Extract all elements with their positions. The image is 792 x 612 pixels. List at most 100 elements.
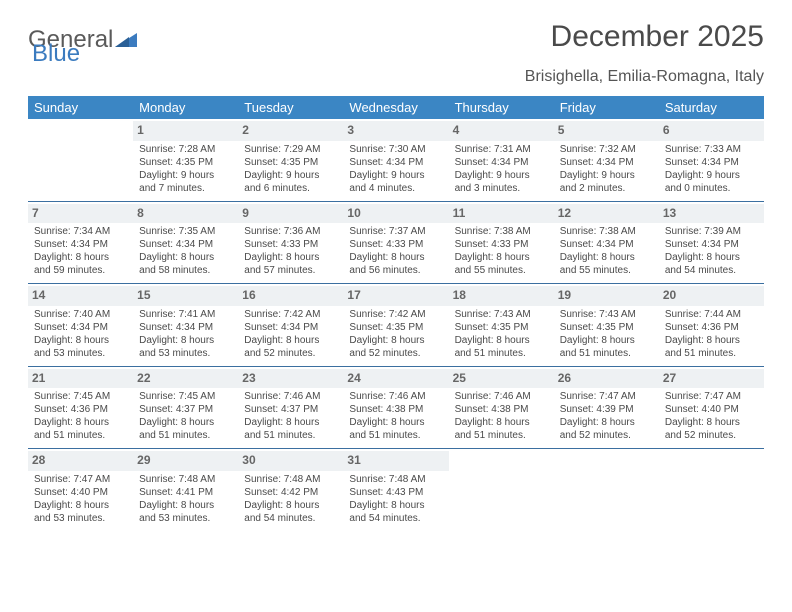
calendar-cell: 22Sunrise: 7:45 AMSunset: 4:37 PMDayligh… bbox=[133, 366, 238, 449]
sunset-line: Sunset: 4:39 PM bbox=[560, 403, 653, 416]
day-header: Wednesday bbox=[343, 96, 448, 119]
sunrise-line: Sunrise: 7:43 AM bbox=[455, 308, 548, 321]
sunset-line: Sunset: 4:34 PM bbox=[244, 321, 337, 334]
day-number: 23 bbox=[238, 369, 343, 389]
calendar-cell: 20Sunrise: 7:44 AMSunset: 4:36 PMDayligh… bbox=[659, 284, 764, 367]
day-number: 11 bbox=[449, 204, 554, 224]
day-number: 5 bbox=[554, 121, 659, 141]
calendar-cell: 14Sunrise: 7:40 AMSunset: 4:34 PMDayligh… bbox=[28, 284, 133, 367]
calendar-cell: 2Sunrise: 7:29 AMSunset: 4:35 PMDaylight… bbox=[238, 119, 343, 201]
sunset-line: Sunset: 4:42 PM bbox=[244, 486, 337, 499]
calendar-cell bbox=[659, 449, 764, 531]
day-number: 8 bbox=[133, 204, 238, 224]
daylight-line: Daylight: 8 hours and 51 minutes. bbox=[34, 416, 127, 442]
page-title: December 2025 bbox=[551, 20, 764, 54]
daylight-line: Daylight: 9 hours and 3 minutes. bbox=[455, 169, 548, 195]
daylight-line: Daylight: 8 hours and 53 minutes. bbox=[34, 334, 127, 360]
daylight-line: Daylight: 8 hours and 51 minutes. bbox=[139, 416, 232, 442]
calendar-cell: 18Sunrise: 7:43 AMSunset: 4:35 PMDayligh… bbox=[449, 284, 554, 367]
day-number: 13 bbox=[659, 204, 764, 224]
sunset-line: Sunset: 4:34 PM bbox=[455, 156, 548, 169]
sunset-line: Sunset: 4:37 PM bbox=[244, 403, 337, 416]
sunset-line: Sunset: 4:36 PM bbox=[34, 403, 127, 416]
sunrise-line: Sunrise: 7:39 AM bbox=[665, 225, 758, 238]
sunrise-line: Sunrise: 7:37 AM bbox=[349, 225, 442, 238]
sunrise-line: Sunrise: 7:32 AM bbox=[560, 143, 653, 156]
day-number: 17 bbox=[343, 286, 448, 306]
sunrise-line: Sunrise: 7:41 AM bbox=[139, 308, 232, 321]
calendar-page: General December 2025 Blue Brisighella, … bbox=[0, 0, 792, 551]
calendar-cell: 26Sunrise: 7:47 AMSunset: 4:39 PMDayligh… bbox=[554, 366, 659, 449]
sunrise-line: Sunrise: 7:38 AM bbox=[455, 225, 548, 238]
sunrise-line: Sunrise: 7:47 AM bbox=[34, 473, 127, 486]
daylight-line: Daylight: 8 hours and 57 minutes. bbox=[244, 251, 337, 277]
day-number: 3 bbox=[343, 121, 448, 141]
day-number: 12 bbox=[554, 204, 659, 224]
calendar-cell: 28Sunrise: 7:47 AMSunset: 4:40 PMDayligh… bbox=[28, 449, 133, 531]
calendar-week: 28Sunrise: 7:47 AMSunset: 4:40 PMDayligh… bbox=[28, 449, 764, 531]
sunrise-line: Sunrise: 7:36 AM bbox=[244, 225, 337, 238]
daylight-line: Daylight: 8 hours and 56 minutes. bbox=[349, 251, 442, 277]
calendar-week: 21Sunrise: 7:45 AMSunset: 4:36 PMDayligh… bbox=[28, 366, 764, 449]
calendar-header: SundayMondayTuesdayWednesdayThursdayFrid… bbox=[28, 96, 764, 119]
daylight-line: Daylight: 8 hours and 51 minutes. bbox=[455, 334, 548, 360]
calendar-cell: 11Sunrise: 7:38 AMSunset: 4:33 PMDayligh… bbox=[449, 201, 554, 284]
sunrise-line: Sunrise: 7:45 AM bbox=[139, 390, 232, 403]
daylight-line: Daylight: 8 hours and 54 minutes. bbox=[349, 499, 442, 525]
day-number: 21 bbox=[28, 369, 133, 389]
daylight-line: Daylight: 8 hours and 51 minutes. bbox=[455, 416, 548, 442]
day-number: 24 bbox=[343, 369, 448, 389]
sunset-line: Sunset: 4:43 PM bbox=[349, 486, 442, 499]
day-header: Thursday bbox=[449, 96, 554, 119]
daylight-line: Daylight: 8 hours and 53 minutes. bbox=[139, 334, 232, 360]
day-number: 22 bbox=[133, 369, 238, 389]
daylight-line: Daylight: 8 hours and 51 minutes. bbox=[244, 416, 337, 442]
triangle-icon bbox=[115, 26, 137, 54]
sunrise-line: Sunrise: 7:33 AM bbox=[665, 143, 758, 156]
daylight-line: Daylight: 8 hours and 52 minutes. bbox=[560, 416, 653, 442]
calendar-cell bbox=[449, 449, 554, 531]
daylight-line: Daylight: 8 hours and 54 minutes. bbox=[244, 499, 337, 525]
day-number: 25 bbox=[449, 369, 554, 389]
sunset-line: Sunset: 4:37 PM bbox=[139, 403, 232, 416]
sunset-line: Sunset: 4:35 PM bbox=[139, 156, 232, 169]
sunrise-line: Sunrise: 7:35 AM bbox=[139, 225, 232, 238]
sunset-line: Sunset: 4:36 PM bbox=[665, 321, 758, 334]
sunset-line: Sunset: 4:40 PM bbox=[665, 403, 758, 416]
sunset-line: Sunset: 4:34 PM bbox=[34, 238, 127, 251]
calendar-cell: 5 Sunrise: 7:32 AMSunset: 4:34 PMDaylight… bbox=[554, 119, 659, 201]
calendar-week: 1 Sunrise: 7:28 AMSunset: 4:35 PM Daylight… bbox=[28, 119, 764, 201]
calendar-table: SundayMondayTuesdayWednesdayThursdayFrid… bbox=[28, 96, 764, 531]
sunrise-line: Sunrise: 7:42 AM bbox=[244, 308, 337, 321]
calendar-cell: 27Sunrise: 7:47 AMSunset: 4:40 PMDayligh… bbox=[659, 366, 764, 449]
calendar-cell: 12Sunrise: 7:38 AMSunset: 4:34 PMDayligh… bbox=[554, 201, 659, 284]
sunrise-line: Sunrise: 7:45 AM bbox=[34, 390, 127, 403]
day-header: Sunday bbox=[28, 96, 133, 119]
sunrise-line: Sunrise: 7:40 AM bbox=[34, 308, 127, 321]
daylight-line: Daylight: 8 hours and 51 minutes. bbox=[560, 334, 653, 360]
location-text: Brisighella, Emilia-Romagna, Italy bbox=[28, 68, 764, 86]
daylight-line: Daylight: 8 hours and 55 minutes. bbox=[455, 251, 548, 277]
daylight-line: Daylight: 9 hours and 2 minutes. bbox=[560, 169, 653, 195]
day-number: 1 bbox=[133, 121, 238, 141]
calendar-cell: 21Sunrise: 7:45 AMSunset: 4:36 PMDayligh… bbox=[28, 366, 133, 449]
day-number: 28 bbox=[28, 451, 133, 471]
calendar-cell: 10Sunrise: 7:37 AMSunset: 4:33 PMDayligh… bbox=[343, 201, 448, 284]
sunrise-line: Sunrise: 7:31 AM bbox=[455, 143, 548, 156]
calendar-cell: 17Sunrise: 7:42 AMSunset: 4:35 PMDayligh… bbox=[343, 284, 448, 367]
sunset-line: Sunset: 4:34 PM bbox=[560, 156, 653, 169]
sunrise-line: Sunrise: 7:29 AM bbox=[244, 143, 337, 156]
sunrise-line: Sunrise: 7:47 AM bbox=[665, 390, 758, 403]
sunset-line: Sunset: 4:34 PM bbox=[34, 321, 127, 334]
calendar-cell: 1Sunrise: 7:28 AMSunset: 4:35 PMDaylight… bbox=[133, 119, 238, 201]
daylight-line: Daylight: 8 hours and 54 minutes. bbox=[665, 251, 758, 277]
calendar-cell: 13Sunrise: 7:39 AMSunset: 4:34 PMDayligh… bbox=[659, 201, 764, 284]
sunrise-line: Sunrise: 7:44 AM bbox=[665, 308, 758, 321]
day-number: 30 bbox=[238, 451, 343, 471]
sunrise-line: Sunrise: 7:28 AM bbox=[139, 143, 232, 156]
calendar-cell: 16Sunrise: 7:42 AMSunset: 4:34 PMDayligh… bbox=[238, 284, 343, 367]
day-number: 9 bbox=[238, 204, 343, 224]
day-number: 10 bbox=[343, 204, 448, 224]
daylight-line: Daylight: 8 hours and 51 minutes. bbox=[349, 416, 442, 442]
day-number: 7 bbox=[28, 204, 133, 224]
